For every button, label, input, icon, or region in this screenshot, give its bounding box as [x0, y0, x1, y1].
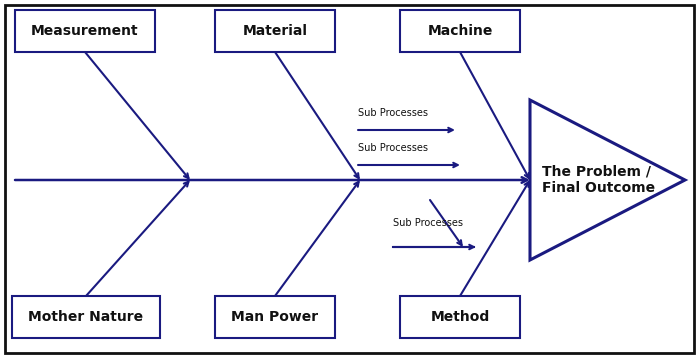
Text: Sub Processes: Sub Processes	[358, 143, 428, 153]
Text: Sub Processes: Sub Processes	[358, 108, 428, 118]
Text: Man Power: Man Power	[231, 310, 319, 324]
Bar	[400, 296, 520, 338]
Bar	[400, 10, 520, 52]
Text: The Problem /
Final Outcome: The Problem / Final Outcome	[542, 165, 655, 195]
Bar	[215, 296, 335, 338]
Text: Sub Processes: Sub Processes	[393, 218, 463, 228]
Text: Measurement: Measurement	[31, 24, 139, 38]
Text: Mother Nature: Mother Nature	[29, 310, 143, 324]
Text: Method: Method	[431, 310, 489, 324]
Bar	[215, 10, 335, 52]
Bar	[12, 296, 160, 338]
Bar	[15, 10, 155, 52]
Text: Machine: Machine	[427, 24, 493, 38]
Text: Material: Material	[243, 24, 308, 38]
